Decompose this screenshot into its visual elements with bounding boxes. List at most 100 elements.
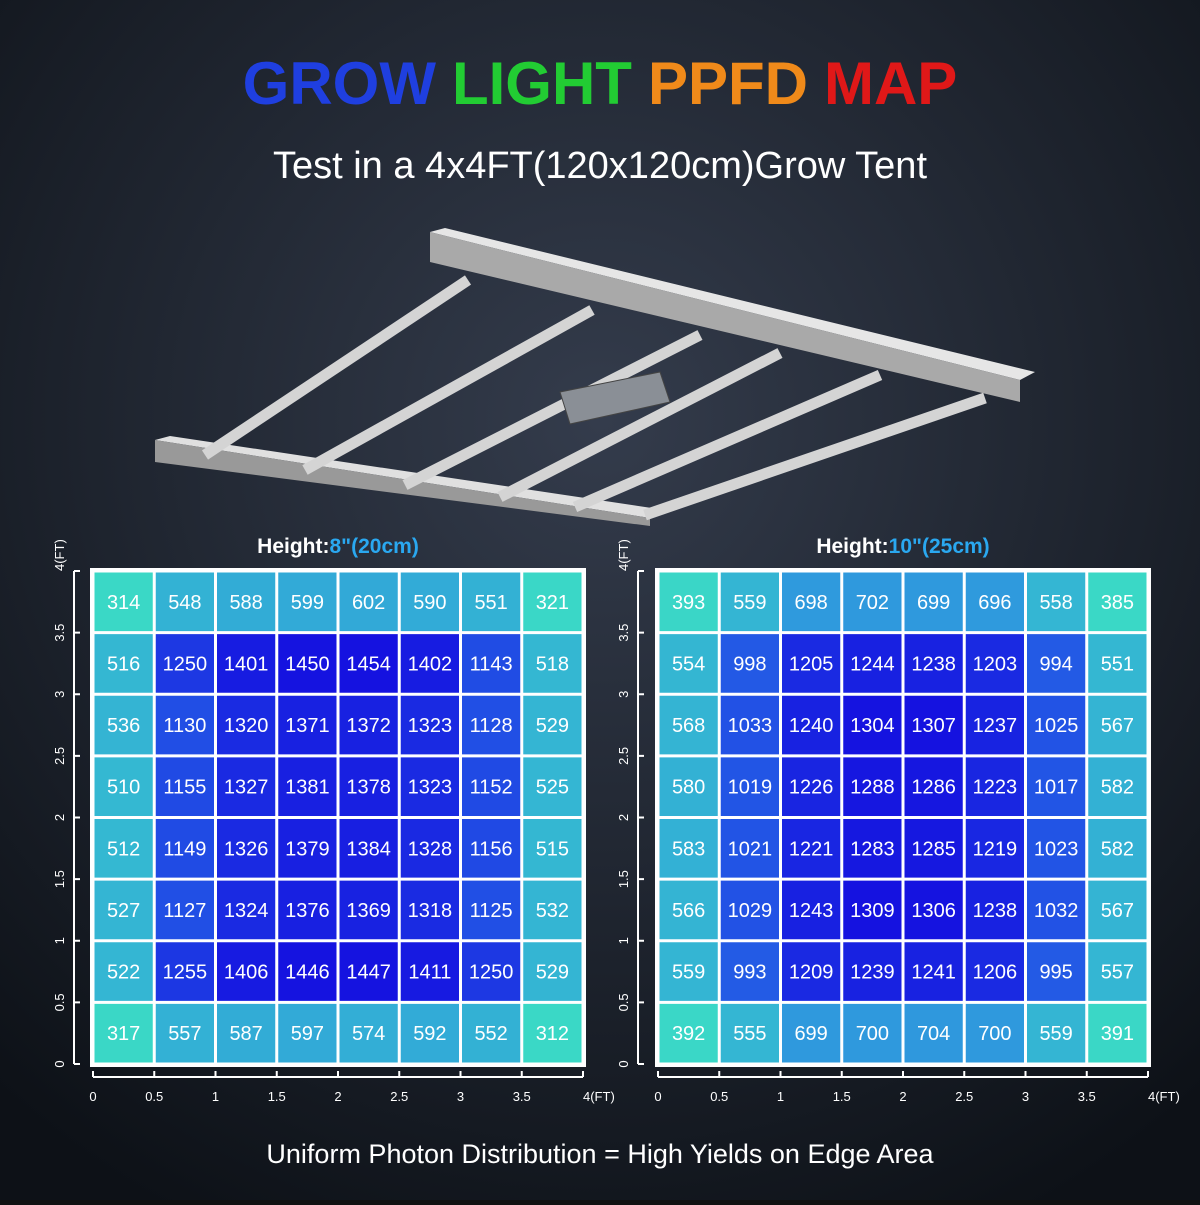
heat-cell (782, 819, 841, 878)
cell-value: 602 (352, 592, 385, 614)
cell-value: 698 (794, 592, 827, 614)
heat-cell (94, 634, 153, 693)
heat-cell (659, 572, 718, 632)
cell-value: 1323 (408, 715, 453, 737)
heat-cell (155, 819, 214, 878)
heat-cell (965, 880, 1024, 940)
cell-value: 510 (107, 777, 140, 799)
cell-value: 696 (978, 592, 1011, 614)
heat-cell (400, 1003, 459, 1063)
cell-value: 1023 (1034, 838, 1079, 860)
heat-cell (523, 757, 582, 816)
cell-value: 1019 (728, 777, 773, 799)
heat-cell (523, 1003, 582, 1063)
heat-cell (278, 1003, 337, 1063)
y-tick-label: 2.5 (52, 747, 67, 765)
heat-cell (1027, 757, 1086, 816)
cell-value: 1323 (408, 777, 453, 799)
cell-value: 1017 (1034, 777, 1079, 799)
y-tick-label: 1 (52, 937, 67, 944)
title-label: Height: (257, 535, 329, 558)
cell-value: 998 (733, 653, 766, 675)
cell-value: 1285 (911, 838, 956, 860)
heat-cell (843, 1003, 902, 1063)
cell-value: 1125 (470, 900, 513, 922)
cell-value: 1149 (163, 838, 206, 860)
cell-value: 512 (107, 838, 140, 860)
heat-cell (1088, 695, 1147, 755)
cell-value: 529 (536, 715, 569, 737)
cell-value: 1447 (346, 962, 391, 984)
y-tick-label: 3 (616, 691, 631, 698)
cell-value: 1021 (728, 838, 773, 860)
x-tick-label: 1.5 (268, 1089, 286, 1104)
heat-cell (659, 695, 718, 755)
cell-value: 1255 (163, 962, 208, 984)
cell-value: 592 (413, 1023, 446, 1045)
cell-value: 525 (536, 777, 569, 799)
cell-value: 392 (672, 1023, 705, 1045)
heat-cell (904, 942, 963, 1001)
cell-value: 568 (672, 715, 705, 737)
heat-cell (94, 880, 153, 940)
cell-value: 554 (672, 653, 705, 675)
cell-value: 1143 (470, 653, 513, 675)
y-tick-label: 0.5 (616, 993, 631, 1011)
cell-value: 704 (917, 1023, 950, 1045)
cell-value: 995 (1039, 962, 1072, 984)
heat-cell (523, 695, 582, 755)
cell-value: 1326 (224, 838, 269, 860)
heat-cell (1027, 880, 1086, 940)
cell-value: 582 (1101, 838, 1134, 860)
cell-value: 314 (107, 592, 140, 614)
heat-cell (523, 942, 582, 1001)
heat-cell (523, 572, 582, 632)
cell-value: 580 (672, 777, 705, 799)
cell-value: 527 (107, 900, 140, 922)
cell-value: 1411 (408, 962, 451, 984)
heat-cell (217, 880, 276, 940)
heat-cell (843, 572, 902, 632)
heat-cell (217, 572, 276, 632)
cell-value: 1226 (789, 777, 834, 799)
heat-cell (782, 757, 841, 816)
heat-cell (155, 1003, 214, 1063)
heat-cell (1027, 1003, 1086, 1063)
cell-value: 1205 (789, 653, 834, 675)
heat-cell (782, 942, 841, 1001)
heat-cell (720, 572, 779, 632)
heat-cell (400, 757, 459, 816)
cell-value: 1029 (728, 900, 773, 922)
heat-cell (462, 757, 521, 816)
heat-cell (1027, 942, 1086, 1001)
heat-cell (339, 695, 398, 755)
heat-cell (1088, 634, 1147, 693)
subtitle: Test in a 4x4FT(120x120cm)Grow Tent (273, 145, 927, 187)
cell-value: 1286 (911, 777, 956, 799)
y-tick-label: 2 (52, 814, 67, 821)
cell-value: 1378 (346, 777, 391, 799)
heat-cell (965, 634, 1024, 693)
heat-cell (400, 880, 459, 940)
heat-cell (462, 942, 521, 1001)
heat-cell (904, 880, 963, 940)
cell-value: 1328 (408, 838, 453, 860)
title-value: 8"(20cm) (329, 535, 418, 558)
x-tick-label: 1 (212, 1089, 219, 1104)
cell-value: 1450 (285, 653, 330, 675)
title-word: MAP (824, 50, 957, 117)
heat-cell (217, 757, 276, 816)
heat-cell (400, 634, 459, 693)
cell-value: 1379 (285, 838, 330, 860)
title-word: GROW (243, 50, 437, 117)
heat-cell (782, 634, 841, 693)
x-tick-label: 0 (654, 1089, 661, 1104)
heat-cell (720, 757, 779, 816)
cell-value: 1283 (850, 838, 895, 860)
cell-value: 1152 (470, 777, 513, 799)
cell-value: 1307 (911, 715, 956, 737)
cell-value: 551 (1101, 653, 1134, 675)
cell-value: 699 (794, 1023, 827, 1045)
cell-value: 522 (107, 962, 140, 984)
cell-value: 993 (733, 962, 766, 984)
